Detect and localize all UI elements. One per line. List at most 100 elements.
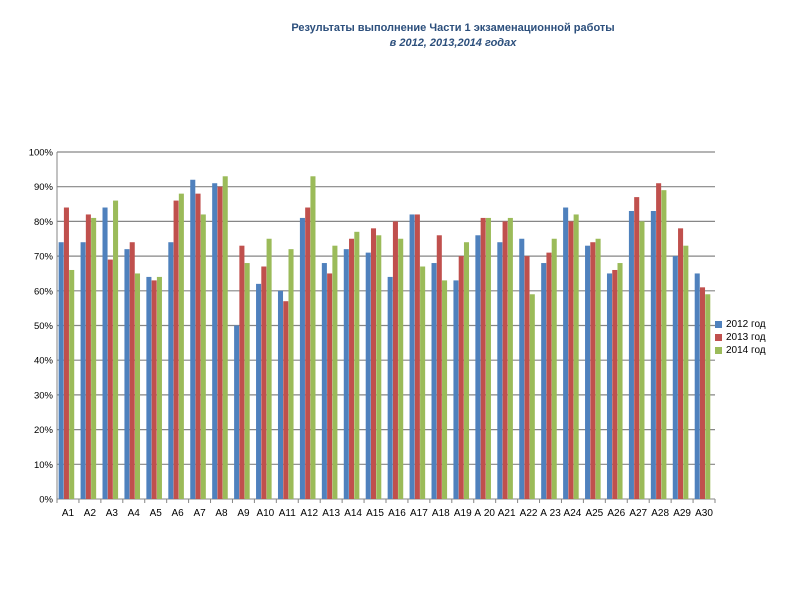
bar-2012-год-А18 bbox=[431, 263, 437, 499]
bar-2014-год-А19 bbox=[463, 242, 470, 499]
bar-2012-год-А2 bbox=[80, 242, 86, 499]
bar-2012-год-А5 bbox=[146, 276, 152, 499]
bar-2012-год-А19 bbox=[453, 280, 459, 499]
bar-2013-год-А6 bbox=[173, 200, 179, 499]
bar-2014-год-А26 bbox=[617, 263, 623, 499]
y-tick-label: 80% bbox=[34, 217, 54, 228]
bar-2012-год-А17 bbox=[409, 214, 415, 499]
x-tick-label: А28 bbox=[651, 508, 669, 519]
bar-2014-год-А20 bbox=[485, 217, 491, 499]
legend-item: 2012 год bbox=[715, 318, 766, 331]
legend-label: 2014 год bbox=[726, 345, 766, 356]
x-tick-label: А26 bbox=[607, 508, 625, 519]
bar-2014-год-А4 bbox=[134, 273, 141, 499]
bar-2013-год-А12 bbox=[305, 207, 311, 499]
bar-2012-год-А6 bbox=[168, 242, 174, 499]
bar-2013-год-А15 bbox=[370, 228, 377, 499]
x-tick-label: А15 bbox=[366, 508, 384, 519]
bar-2014-год-А16 bbox=[398, 238, 404, 499]
chart-subtitle: в 2012, 2013,2014 годах bbox=[389, 37, 517, 49]
x-tick-label: А9 bbox=[237, 508, 250, 519]
bar-2012-год-А26 bbox=[606, 273, 613, 499]
bar-2013-год-А28 bbox=[656, 183, 662, 500]
bar-2012-год-А1 bbox=[58, 242, 64, 499]
bar-2013-год-А24 bbox=[568, 221, 574, 499]
x-tick-label: А18 bbox=[432, 508, 450, 519]
bar-2012-год-А11 bbox=[277, 290, 284, 499]
bar-2012-год-А9 bbox=[234, 325, 240, 499]
x-tick-label: А12 bbox=[300, 508, 318, 519]
x-tick-label: А6 bbox=[172, 508, 185, 519]
bar-2012-год-А16 bbox=[387, 276, 393, 499]
bar-2012-год-А12 bbox=[299, 217, 305, 499]
bar-2014-год-А28 bbox=[661, 190, 667, 500]
x-tick-label: А25 bbox=[585, 508, 603, 519]
y-tick-label: 30% bbox=[34, 390, 54, 401]
bar-2014-год-А11 bbox=[288, 249, 294, 499]
bar-2013-год-А1 bbox=[63, 207, 69, 499]
bar-2013-год-А17 bbox=[414, 214, 420, 499]
bar-2012-год-А14 bbox=[343, 249, 349, 499]
bar-2014-год-А24 bbox=[573, 214, 579, 499]
bar-2014-год-А2 bbox=[91, 217, 97, 499]
bar-2014-год-А17 bbox=[420, 266, 426, 499]
bar-2014-год-А13 bbox=[332, 245, 338, 499]
y-tick-label: 50% bbox=[34, 321, 54, 332]
chart-title: Результаты выполнение Части 1 экзаменаци… bbox=[291, 22, 615, 34]
y-tick-label: 70% bbox=[34, 252, 54, 263]
bar-2012-год-А28 bbox=[650, 210, 656, 500]
bar-2012-год-А7 bbox=[190, 179, 196, 499]
x-tick-label: А7 bbox=[193, 508, 206, 519]
legend-label: 2013 год bbox=[726, 332, 766, 343]
bar-2014-год-А9 bbox=[244, 263, 250, 499]
y-tick-label: 10% bbox=[34, 460, 54, 471]
legend-swatch bbox=[715, 321, 722, 328]
legend-swatch bbox=[715, 347, 722, 354]
x-tick-label: А11 bbox=[279, 508, 296, 519]
bar-2014-год-А18 bbox=[442, 280, 448, 499]
bar-2012-год-А24 bbox=[563, 207, 569, 499]
x-tick-label: А10 bbox=[256, 508, 274, 519]
bar-2013-год-А30 bbox=[699, 287, 706, 499]
bar-2014-год-А22 bbox=[529, 294, 535, 499]
bar-2013-год-А2 bbox=[85, 214, 91, 499]
bar-2012-год-А21 bbox=[497, 242, 503, 499]
legend-swatch bbox=[715, 334, 722, 341]
bar-2012-год-А30 bbox=[694, 273, 700, 499]
x-tick-label: А21 bbox=[498, 508, 516, 519]
x-tick-label: А 23 bbox=[540, 508, 561, 519]
x-tick-label: А1 bbox=[62, 508, 75, 519]
x-tick-label: А8 bbox=[215, 508, 228, 519]
bar-2014-год-А3 bbox=[113, 200, 119, 499]
legend: 2012 год 2013 год 2014 год bbox=[715, 318, 766, 357]
bar-2012-год-А3 bbox=[102, 207, 108, 499]
legend-item: 2013 год bbox=[715, 331, 766, 344]
bar-2013-год-А5 bbox=[151, 280, 157, 499]
x-tick-label: А19 bbox=[454, 508, 472, 519]
bar-2013-год-А26 bbox=[612, 269, 618, 499]
bar-2013-год-А27 bbox=[634, 197, 640, 500]
bar-2014-год-А25 bbox=[595, 238, 601, 499]
bar-2013-год-А22 bbox=[524, 256, 530, 499]
x-tick-label: А13 bbox=[322, 508, 340, 519]
bar-2014-год-А1 bbox=[69, 269, 75, 499]
bar-2013-год-А7 bbox=[195, 193, 201, 499]
y-tick-label: 90% bbox=[34, 182, 54, 193]
x-tick-label: А2 bbox=[84, 508, 97, 519]
x-tick-label: А5 bbox=[150, 508, 163, 519]
bar-2014-год-А12 bbox=[310, 176, 316, 500]
bar-2012-год-А4 bbox=[124, 249, 130, 499]
x-tick-label: А16 bbox=[388, 508, 406, 519]
bar-2012-год-А27 bbox=[628, 210, 634, 500]
bar-2012-год-А20 bbox=[475, 235, 481, 499]
bar-2012-год-А22 bbox=[519, 238, 525, 499]
bar-2013-год-А18 bbox=[436, 235, 442, 499]
bar-2013-год-А16 bbox=[392, 221, 398, 499]
x-tick-label: А17 bbox=[410, 508, 428, 519]
bar-2013-год-А25 bbox=[590, 242, 596, 499]
y-tick-label: 20% bbox=[34, 425, 54, 436]
bar-2013-год-А3 bbox=[107, 259, 113, 499]
y-tick-label: 100% bbox=[29, 148, 54, 159]
x-tick-label: А30 bbox=[695, 508, 713, 519]
